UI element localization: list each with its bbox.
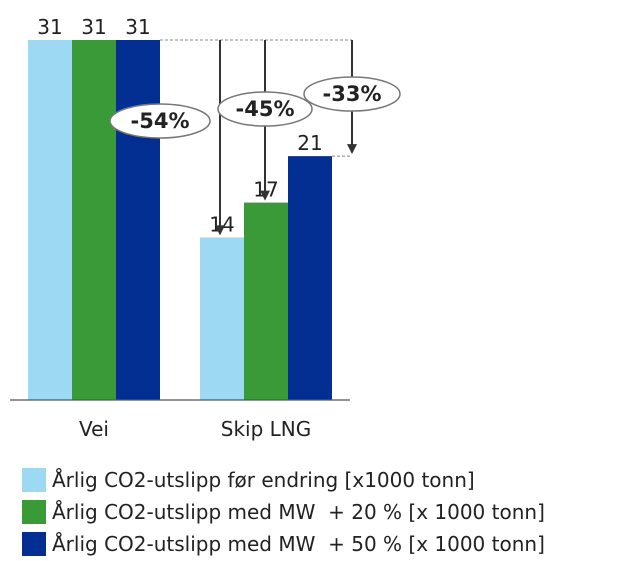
value-label-vei-before: 31 (37, 15, 62, 39)
arrow-head-mw50 (347, 144, 357, 155)
legend: Årlig CO2-utslipp før endring [x1000 ton… (22, 464, 545, 560)
value-label-vei-mw20: 31 (81, 15, 106, 39)
category-label-skip-lng: Skip LNG (221, 417, 312, 441)
bar-vei-before (28, 40, 72, 400)
legend-label-before: Årlig CO2-utslipp før endring [x1000 ton… (52, 468, 475, 492)
annotation-text-minus-54: -54% (131, 109, 190, 133)
annotation-bubble-minus-45 (217, 91, 313, 127)
bar-vei-mw20 (72, 40, 116, 400)
category-label-vei: Vei (79, 417, 109, 441)
bar-skip-lng-mw50 (288, 156, 332, 400)
legend-item-mw50: Årlig CO2-utslipp med MW + 50 % [x 1000 … (22, 528, 545, 560)
arrow-head-mw20 (260, 190, 270, 201)
value-label-skip-lng-before: 14 (209, 212, 234, 236)
annotations-group: -54% -45% -33% (109, 76, 401, 139)
annotation-text-minus-33: -33% (323, 82, 382, 106)
legend-item-mw20: Årlig CO2-utslipp med MW + 20 % [x 1000 … (22, 496, 545, 528)
legend-label-mw50: Årlig CO2-utslipp med MW + 50 % [x 1000 … (52, 532, 545, 556)
value-label-vei-mw50: 31 (125, 15, 150, 39)
bar-skip-lng-mw20 (244, 202, 288, 400)
value-label-skip-lng-mw50: 21 (297, 131, 322, 155)
annotation-bubble-minus-33 (303, 76, 401, 112)
legend-swatch-mw20 (22, 500, 46, 524)
annotation-text-minus-45: -45% (236, 97, 295, 121)
bars-group (28, 40, 332, 400)
category-labels-group: Vei Skip LNG (79, 417, 311, 441)
value-labels-group: 313131141721 (37, 15, 322, 236)
legend-swatch-before (22, 468, 46, 492)
bar-skip-lng-before (200, 237, 244, 400)
annotation-bubble-minus-54 (109, 103, 211, 139)
arrow-head-before (215, 225, 225, 236)
bar-vei-mw50 (116, 40, 160, 400)
legend-label-mw20: Årlig CO2-utslipp med MW + 20 % [x 1000 … (52, 500, 545, 524)
legend-item-before: Årlig CO2-utslipp før endring [x1000 ton… (22, 464, 545, 496)
legend-swatch-mw50 (22, 532, 46, 556)
